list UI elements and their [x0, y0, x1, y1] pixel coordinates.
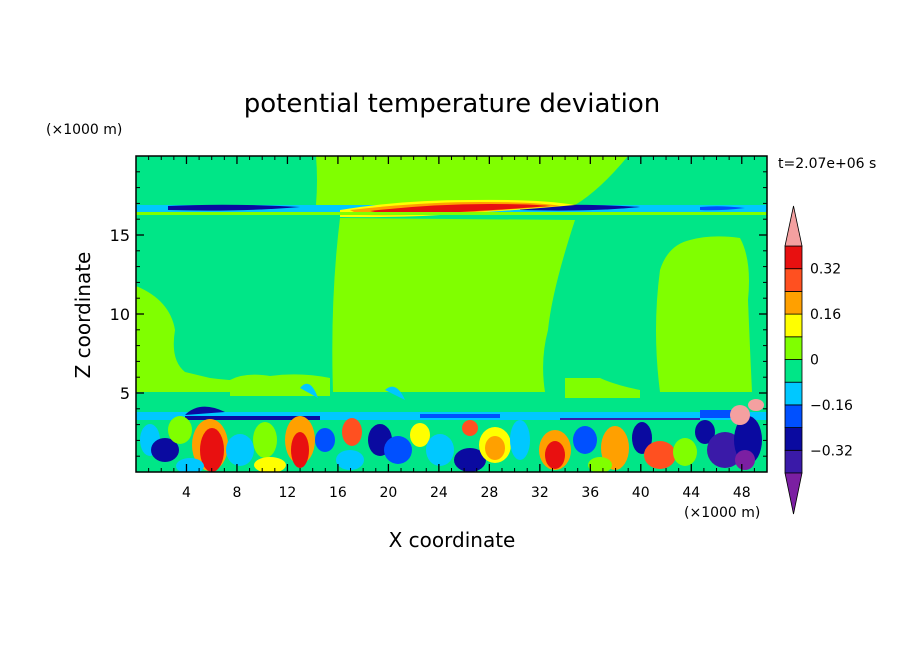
contour-blob: [426, 434, 454, 466]
contour-region: [420, 414, 500, 418]
contour-region: [700, 206, 745, 211]
contour-region: [370, 204, 550, 214]
colorbar-label: 0.16: [810, 307, 841, 323]
contour-blob: [510, 420, 530, 460]
chart-title: potential temperature deviation: [244, 89, 660, 119]
x-tick-label: 4: [182, 485, 191, 501]
x-unit-label: (×1000 m): [684, 505, 760, 521]
contour-region: [565, 378, 640, 398]
contour-blob: [226, 434, 254, 466]
positive-anomaly: [748, 399, 764, 411]
colorbar-segment: [784, 313, 803, 338]
y-unit-label: (×1000 m): [46, 122, 122, 138]
contour-region: [185, 416, 320, 420]
y-axis: 5 10 15: [110, 171, 767, 457]
x-tick-label: 48: [733, 485, 751, 501]
y-tick-label: 10: [110, 305, 130, 324]
contour-blob: [253, 422, 277, 458]
contour-blob: [342, 418, 362, 446]
colorbar-segment: [784, 359, 803, 383]
colorbar-segment: [784, 336, 803, 360]
x-tick-label: 44: [682, 485, 700, 501]
contour-blob: [462, 420, 478, 436]
x-tick-label: 8: [232, 485, 241, 501]
colorbar-segment: [784, 404, 803, 428]
contour-blob: [707, 432, 743, 468]
colorbar-segment: [784, 268, 803, 292]
contour-region: [700, 410, 740, 418]
colorbar-segment: [784, 245, 803, 270]
contour-region: [300, 383, 318, 398]
x-tick-label: 32: [531, 485, 549, 501]
x-tick-label: 40: [632, 485, 650, 501]
x-axis-label: X coordinate: [389, 528, 516, 552]
contour-blob: [315, 428, 335, 452]
colorbar-segment: [784, 381, 803, 406]
x-tick-label: 24: [430, 485, 448, 501]
left-warm-region: [136, 286, 262, 392]
upper-warm-region: [316, 156, 628, 205]
contour-blob: [673, 438, 697, 466]
colorbar-segment: [784, 290, 803, 315]
x-tick-label: 28: [480, 485, 498, 501]
x-tick-label: 16: [329, 485, 347, 501]
contour-blob: [176, 458, 204, 472]
contour-blob: [454, 448, 486, 472]
contour-blob: [632, 422, 652, 454]
contour-blob: [254, 457, 286, 472]
contour-blob: [573, 426, 597, 454]
contour-region: [168, 204, 300, 211]
right-warm-region: [656, 236, 752, 392]
contour-region: [136, 212, 767, 215]
colorbar-label: −0.32: [810, 443, 853, 459]
contour-blob: [151, 438, 179, 462]
contour-blob: [410, 423, 430, 447]
contour-region: [185, 406, 225, 415]
x-axis: 4 8 12 16 20 24 28 32 36 40 44 48: [148, 156, 755, 501]
contour-blob: [485, 436, 505, 460]
contour-blob: [588, 457, 612, 472]
contour-blob: [545, 441, 565, 469]
colorbar-segment: [784, 449, 803, 474]
x-tick-label: 36: [581, 485, 599, 501]
y-tick-label: 15: [110, 226, 130, 245]
contour-region: [340, 235, 354, 275]
time-label: t=2.07e+06 s: [778, 156, 876, 172]
contour-blob: [291, 432, 309, 468]
contour-blob: [336, 450, 364, 470]
contour-blob: [168, 416, 192, 444]
contour-blob: [695, 420, 715, 444]
contour-blob: [601, 426, 629, 470]
contour-blob: [735, 450, 755, 470]
y-axis-label: Z coordinate: [71, 252, 95, 379]
y-tick-label: 5: [120, 384, 130, 403]
x-tick-label: 20: [379, 485, 397, 501]
positive-anomaly: [730, 405, 750, 425]
contour-blob: [200, 428, 224, 472]
colorbar-label: 0: [810, 353, 819, 369]
mid-warm-region: [332, 218, 575, 392]
contour-region: [385, 386, 405, 400]
colorbar-label: 0.32: [810, 262, 841, 278]
colorbar-min-arrow: [784, 472, 803, 515]
plot-field: [136, 156, 767, 472]
colorbar-segment: [784, 427, 803, 451]
colorbar: 0.32 0.16 0 −0.16 −0.32: [784, 205, 853, 515]
colorbar-label: −0.16: [810, 398, 853, 414]
colorbar-max-arrow: [784, 205, 803, 247]
x-tick-label: 12: [279, 485, 297, 501]
contour-blob: [644, 441, 676, 469]
contour-blob: [384, 436, 412, 464]
